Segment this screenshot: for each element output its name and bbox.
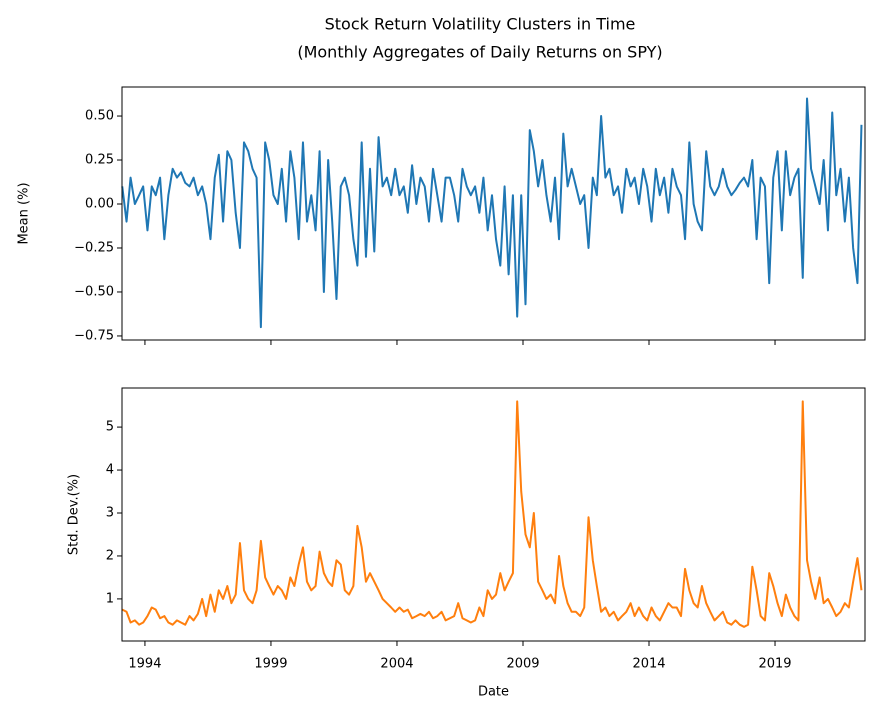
y-tick-label: 0.00 — [85, 196, 114, 211]
x-tick-label: 2009 — [506, 657, 539, 672]
x-tick-label: 2019 — [758, 657, 791, 672]
y-tick-label: −0.75 — [74, 328, 114, 343]
plot-frame — [121, 86, 866, 341]
x-axis-label: Date — [478, 685, 509, 700]
y-tick-label: 3 — [106, 505, 114, 520]
chart-title: Stock Return Volatility Clusters in Time — [325, 15, 636, 34]
y-tick-label: 0.50 — [85, 109, 114, 124]
chart-subtitle: (Monthly Aggregates of Daily Returns on … — [297, 43, 662, 62]
y-tick-label: 1 — [106, 591, 114, 606]
y-axis-label: Mean (%) — [17, 182, 32, 244]
y-tick-label: 5 — [106, 420, 114, 435]
y-tick-label: 2 — [106, 548, 114, 563]
y-tick-label: 4 — [106, 463, 114, 478]
y-tick-label: 0.25 — [85, 153, 114, 168]
data-line — [121, 400, 863, 628]
y-tick-label: −0.25 — [74, 240, 114, 255]
y-axis-label: Std. Dev.(%) — [67, 474, 82, 555]
plot-frame — [121, 387, 866, 642]
x-tick-label: 1994 — [128, 657, 161, 672]
y-tick-label: −0.50 — [74, 284, 114, 299]
data-line — [121, 97, 863, 329]
x-tick-label: 2014 — [632, 657, 665, 672]
x-tick-label: 2004 — [380, 657, 413, 672]
x-tick-label: 1999 — [254, 657, 287, 672]
